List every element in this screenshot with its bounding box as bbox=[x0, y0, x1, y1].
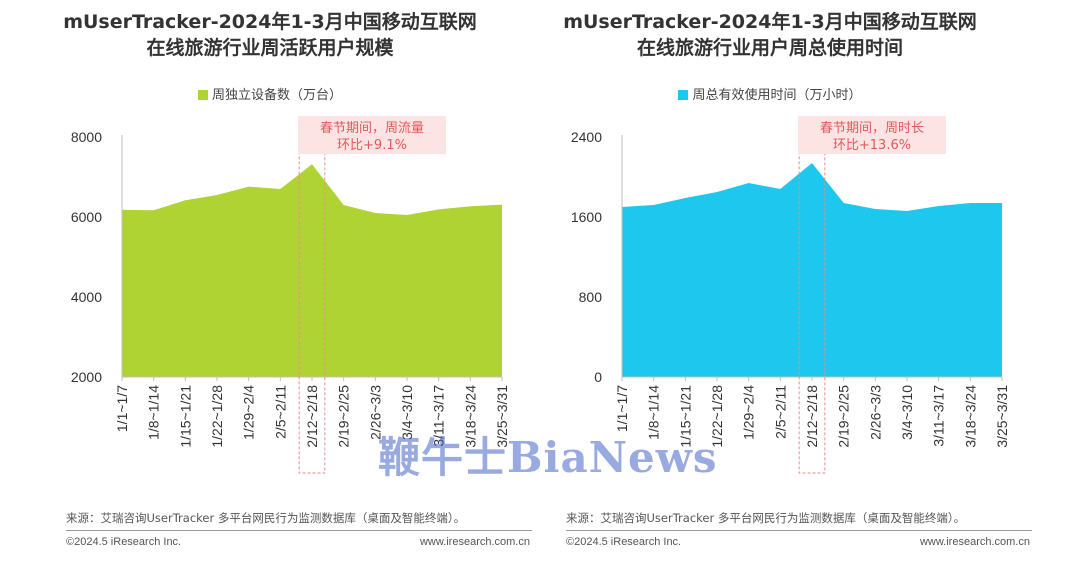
source-note: 来源：艾瑞咨询UserTracker 多平台网民行为监测数据库（桌面及智能终端）… bbox=[66, 511, 466, 525]
chart-title-line1: mUserTracker-2024年1-3月中国移动互联网 bbox=[63, 11, 477, 33]
annotation-text: 春节期间，周时长 bbox=[820, 121, 924, 136]
chart-title-line2: 在线旅游行业周活跃用户规模 bbox=[146, 37, 394, 59]
watermark-logo: 鞭牛士BiaNews bbox=[378, 433, 718, 482]
x-tick-label: 1/8~1/14 bbox=[146, 385, 162, 440]
y-tick-label: 2400 bbox=[571, 129, 602, 145]
copyright: ©2024.5 iResearch Inc. bbox=[566, 536, 682, 548]
x-tick-label: 1/29~2/4 bbox=[741, 385, 757, 440]
y-tick-label: 800 bbox=[579, 289, 603, 305]
annotation-text: 春节期间，周流量 bbox=[320, 121, 424, 136]
x-tick-label: 1/1~1/7 bbox=[614, 385, 630, 432]
x-tick-label: 2/12~2/18 bbox=[804, 385, 820, 448]
x-tick-label: 1/15~1/21 bbox=[677, 385, 693, 448]
x-tick-label: 1/29~2/4 bbox=[241, 385, 257, 440]
annotation-box bbox=[798, 116, 946, 154]
annotation-text: 环比+13.6% bbox=[833, 138, 911, 153]
legend-label: 周独立设备数（万台） bbox=[211, 88, 342, 103]
x-tick-label: 1/1~1/7 bbox=[114, 385, 130, 432]
y-tick-label: 6000 bbox=[71, 209, 102, 225]
website: www.iresearch.com.cn bbox=[419, 536, 530, 548]
copyright: ©2024.5 iResearch Inc. bbox=[66, 536, 182, 548]
x-tick-label: 3/18~3/24 bbox=[962, 385, 978, 448]
x-tick-label: 3/25~3/31 bbox=[994, 385, 1010, 448]
annotation-text: 环比+9.1% bbox=[337, 138, 407, 153]
footer-divider bbox=[566, 530, 1032, 531]
x-tick-label: 1/8~1/14 bbox=[646, 385, 662, 440]
chart-title-line1: mUserTracker-2024年1-3月中国移动互联网 bbox=[563, 11, 977, 33]
legend-swatch bbox=[197, 89, 208, 100]
chart-legend: 周总有效使用时间（万小时） bbox=[500, 84, 1040, 103]
x-tick-label: 1/22~1/28 bbox=[209, 385, 225, 448]
chart-panel-left: mUserTracker-2024年1-3月中国移动互联网 在线旅游行业周活跃用… bbox=[0, 11, 540, 548]
area-chart-weekly-usage-time: 0 800 1600 2400 1/1~1/7 1/8~1/14 1/15~1/21 1/22… bbox=[571, 116, 1010, 474]
x-tick-label: 1/22~1/28 bbox=[709, 385, 725, 448]
annotation-box bbox=[298, 116, 446, 154]
x-tick-label: 2/12~2/18 bbox=[304, 385, 320, 448]
x-tick-label: 2/26~3/3 bbox=[367, 385, 383, 440]
legend-label: 周总有效使用时间（万小时） bbox=[692, 88, 862, 103]
y-tick-label: 0 bbox=[594, 369, 602, 385]
x-tick-label: 2/5~2/11 bbox=[272, 385, 288, 439]
x-tick-label: 2/5~2/11 bbox=[772, 385, 788, 439]
x-tick-label: 3/11~3/17 bbox=[931, 385, 947, 447]
area-chart-weekly-devices: 2000 4000 6000 8000 1/1~1/7 1/8~1/14 1/15~1/21… bbox=[71, 116, 510, 474]
legend-swatch bbox=[678, 89, 689, 100]
area-series-fill bbox=[122, 164, 502, 377]
x-tick-label: 2/26~3/3 bbox=[867, 385, 883, 440]
x-tick-label: 2/19~2/25 bbox=[336, 385, 352, 448]
x-tick-label: 3/25~3/31 bbox=[494, 385, 510, 448]
chart-panel-right: mUserTracker-2024年1-3月中国移动互联网 在线旅游行业用户周总… bbox=[500, 0, 1040, 561]
y-tick-label: 8000 bbox=[71, 129, 102, 145]
x-tick-label: 3/11~3/17 bbox=[431, 385, 447, 447]
y-tick-label: 2000 bbox=[71, 369, 102, 385]
website: www.iresearch.com.cn bbox=[919, 536, 1030, 548]
x-tick-label: 3/18~3/24 bbox=[462, 385, 478, 448]
x-tick-label: 3/4~3/10 bbox=[899, 385, 915, 440]
x-tick-label: 3/4~3/10 bbox=[399, 385, 415, 440]
chart-title-line2: 在线旅游行业用户周总使用时间 bbox=[636, 37, 903, 59]
y-tick-label: 4000 bbox=[71, 289, 102, 305]
footer-divider bbox=[66, 530, 532, 531]
source-note: 来源：艾瑞咨询UserTracker 多平台网民行为监测数据库（桌面及智能终端）… bbox=[566, 511, 966, 525]
area-series-fill bbox=[622, 163, 1002, 377]
chart-legend: 周独立设备数（万台） bbox=[0, 84, 540, 103]
y-tick-label: 1600 bbox=[571, 209, 602, 225]
x-tick-label: 1/15~1/21 bbox=[177, 385, 193, 448]
x-tick-label: 2/19~2/25 bbox=[836, 385, 852, 448]
